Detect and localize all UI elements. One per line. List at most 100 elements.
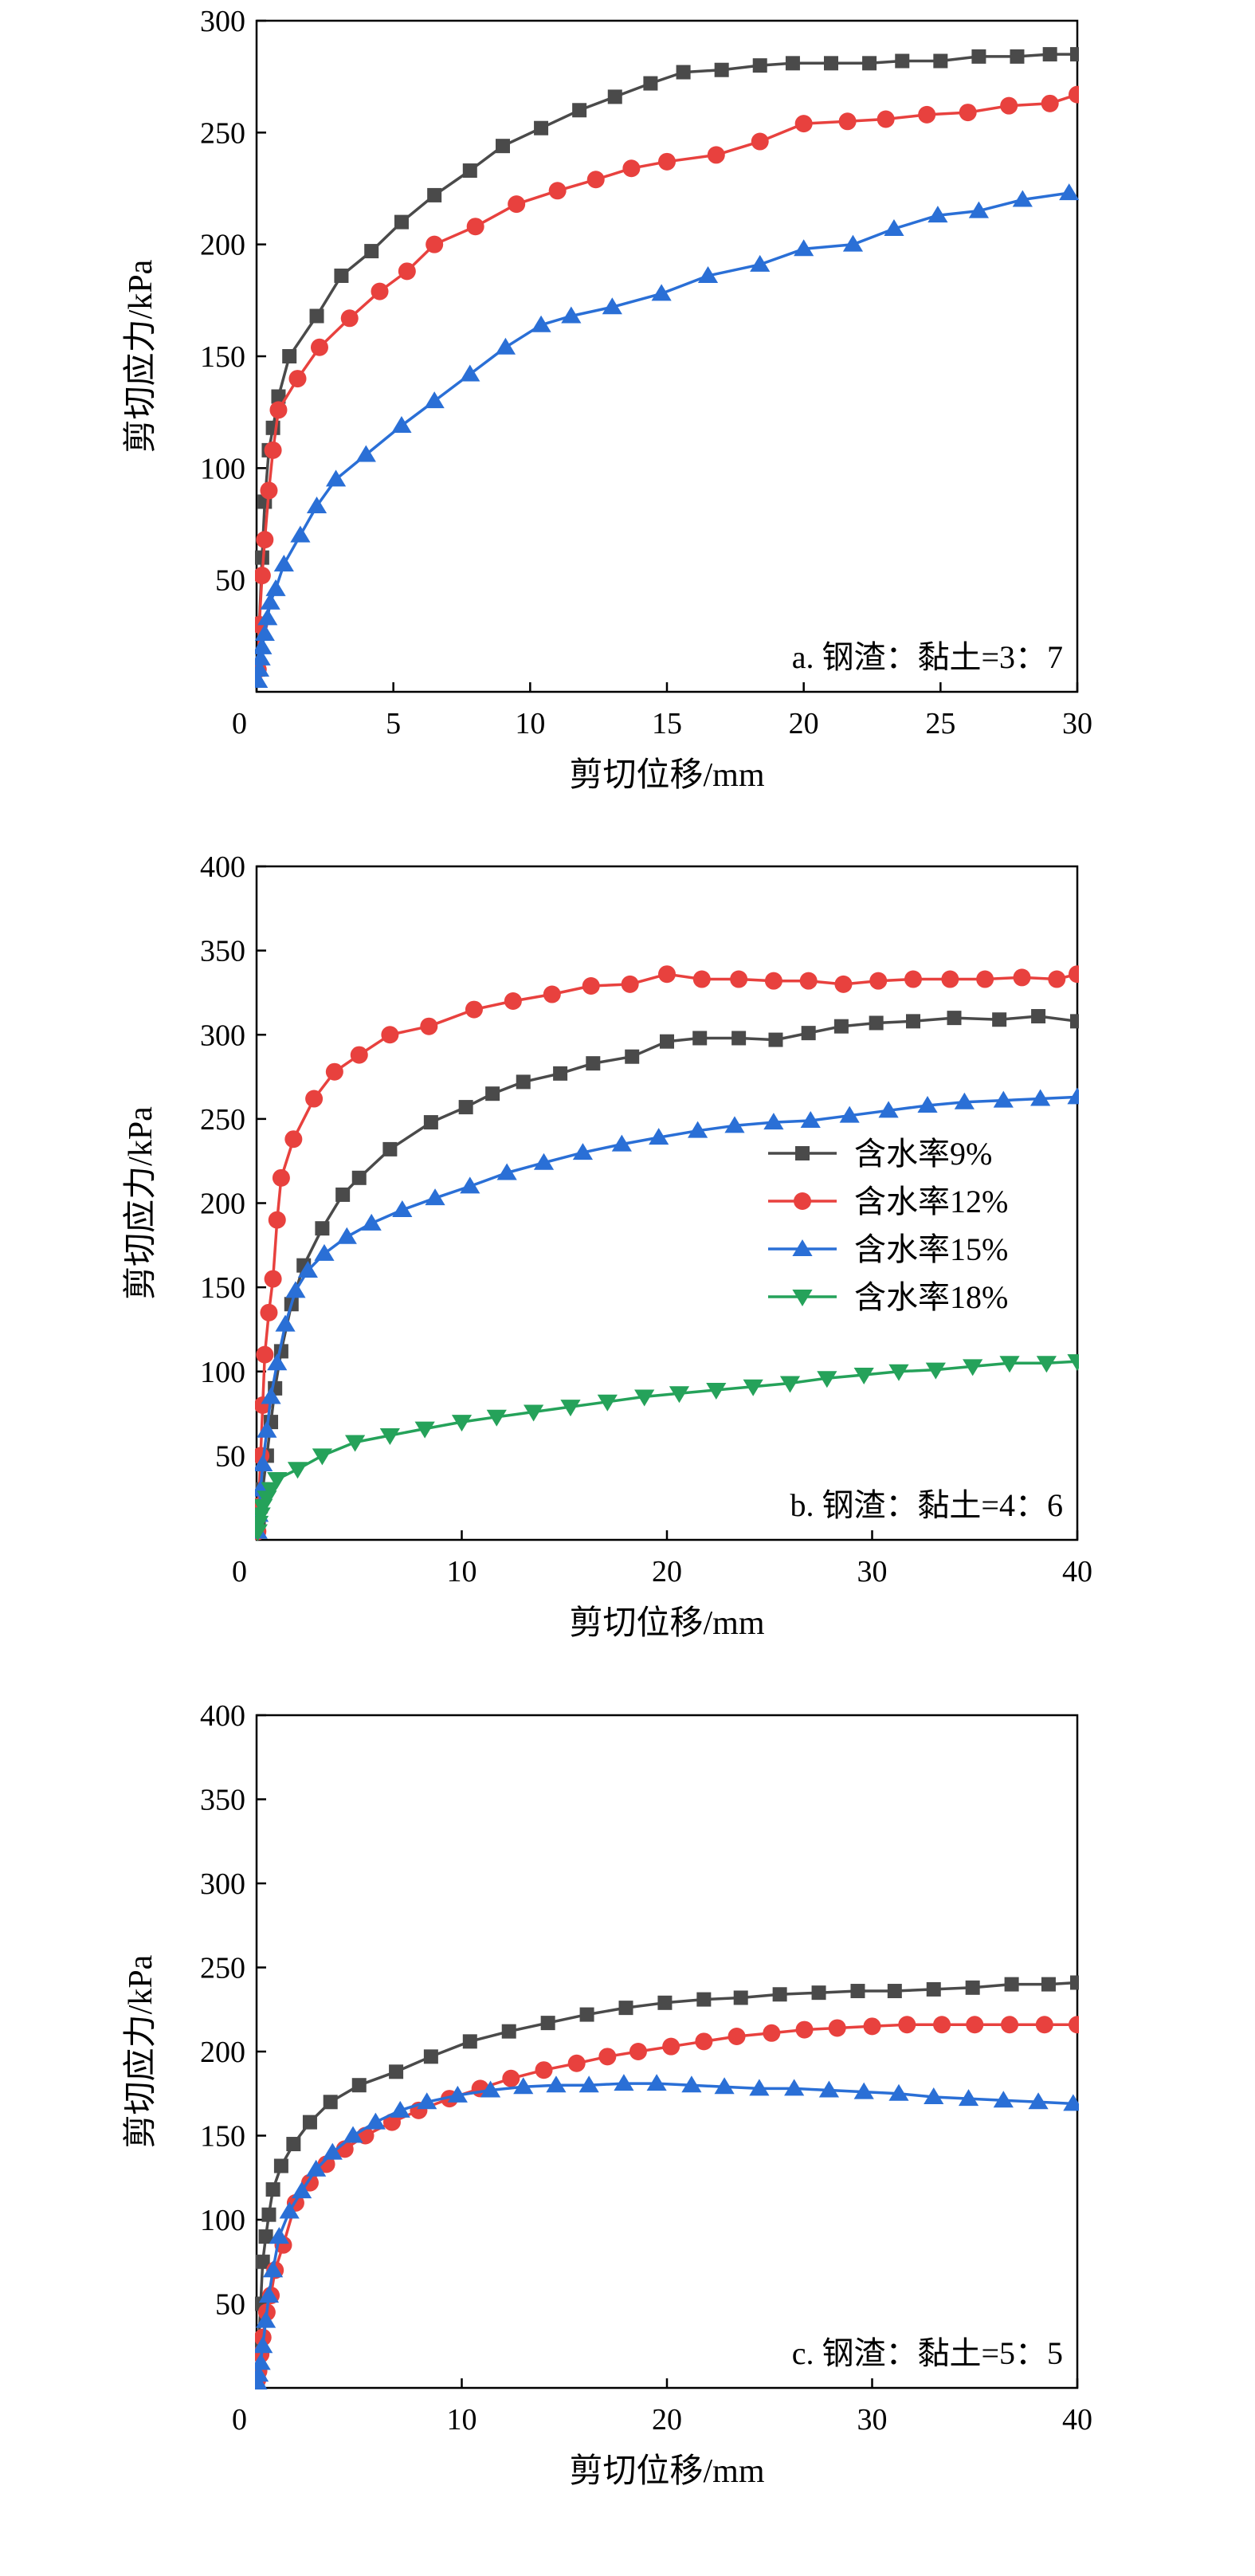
data-point	[255, 567, 271, 585]
data-point	[643, 76, 658, 91]
data-point	[423, 2049, 438, 2064]
data-point	[420, 1017, 438, 1035]
data-point	[801, 1026, 816, 1041]
x-tick-label: 30	[857, 2403, 888, 2437]
data-point	[267, 1353, 288, 1371]
data-point	[963, 1359, 983, 1376]
data-point	[1041, 1977, 1056, 1992]
legend-label: 含水率12%	[854, 1184, 1008, 1219]
data-point	[336, 1227, 357, 1244]
data-point	[772, 1987, 787, 2002]
data-point	[572, 103, 587, 118]
data-point	[265, 2182, 280, 2197]
data-point	[423, 1115, 438, 1130]
data-point	[414, 1421, 435, 1439]
y-tick-label: 50	[215, 564, 245, 598]
data-point	[255, 624, 275, 642]
data-point	[255, 2353, 271, 2370]
data-point	[658, 965, 676, 984]
data-point	[779, 1376, 801, 1393]
legend-item: 含水率18%	[768, 1279, 1008, 1315]
x-tick-label: 30	[857, 1555, 888, 1588]
data-point	[501, 2024, 516, 2039]
data-point	[993, 1090, 1014, 1108]
data-point	[1013, 968, 1031, 987]
data-point	[310, 338, 328, 356]
data-point	[260, 481, 278, 500]
data-point	[480, 2080, 501, 2098]
data-point	[285, 1281, 306, 1298]
data-point	[839, 1105, 860, 1123]
series-2	[255, 2016, 1079, 2389]
data-point	[355, 445, 376, 462]
data-point	[1000, 96, 1018, 115]
data-point	[828, 2019, 846, 2037]
data-point	[351, 1170, 367, 1185]
data-point	[1048, 970, 1066, 988]
data-point	[427, 187, 442, 202]
data-point	[258, 2285, 280, 2303]
data-point	[621, 975, 639, 993]
data-point	[824, 56, 838, 71]
x-axis-label: 剪切位移/mm	[569, 2452, 764, 2490]
y-tick-label: 100	[200, 1356, 245, 1389]
data-point	[1035, 2016, 1053, 2034]
data-point	[288, 370, 307, 388]
data-point	[513, 2077, 534, 2095]
data-point	[268, 1211, 286, 1229]
data-point	[546, 2075, 567, 2093]
data-point	[325, 469, 347, 487]
data-point	[611, 1134, 632, 1152]
data-point	[508, 195, 526, 214]
panel-annotation: b. 钢渣：黏土=4：6	[790, 1487, 1063, 1523]
data-point	[1028, 2092, 1049, 2110]
data-point	[928, 206, 948, 223]
data-point	[697, 265, 719, 283]
data-point	[572, 1143, 594, 1160]
data-point	[1070, 1975, 1079, 1990]
data-point	[548, 182, 567, 200]
data-point	[302, 2115, 317, 2130]
legend: 含水率9% 含水率12% 含水率15% 含水率18%	[768, 1136, 1008, 1315]
y-tick-label: 250	[200, 1103, 245, 1137]
series-4	[255, 1354, 1079, 1541]
data-point	[1069, 965, 1079, 984]
x-tick-label: 40	[1062, 2403, 1092, 2437]
data-point	[392, 1200, 413, 1217]
data-point	[795, 2020, 814, 2039]
data-point	[567, 2054, 586, 2072]
data-point	[309, 308, 324, 324]
data-point	[382, 1141, 398, 1156]
data-point	[297, 1261, 318, 1278]
y-tick-label: 50	[215, 1439, 245, 1473]
x-tick-label: 0	[232, 2403, 247, 2437]
data-point	[447, 2085, 468, 2103]
data-point	[895, 53, 910, 69]
data-point	[688, 1121, 708, 1138]
data-point	[724, 1116, 745, 1133]
data-point	[460, 1176, 480, 1194]
data-point	[869, 1015, 884, 1031]
legend-item: 含水率9%	[768, 1136, 992, 1172]
data-point	[256, 531, 274, 549]
x-tick-label: 30	[1062, 707, 1092, 740]
data-point	[543, 985, 561, 1003]
x-tick-label: 5	[386, 707, 401, 740]
data-point	[334, 268, 349, 283]
data-point	[495, 337, 516, 355]
data-point	[706, 1382, 727, 1400]
data-point	[924, 2087, 944, 2104]
plot-area	[255, 47, 1079, 688]
data-point	[1004, 1977, 1019, 1992]
data-point	[811, 1985, 826, 2001]
data-point	[257, 608, 278, 626]
y-axis-label: 剪切应力/kPa	[122, 1106, 159, 1300]
data-point	[794, 239, 814, 257]
data-point	[888, 1364, 909, 1381]
data-point	[317, 2155, 335, 2174]
data-point	[751, 132, 769, 151]
data-point	[887, 1984, 902, 1999]
series-1	[255, 1009, 1079, 1539]
series-1	[255, 1975, 1079, 2387]
data-point	[629, 2043, 647, 2060]
